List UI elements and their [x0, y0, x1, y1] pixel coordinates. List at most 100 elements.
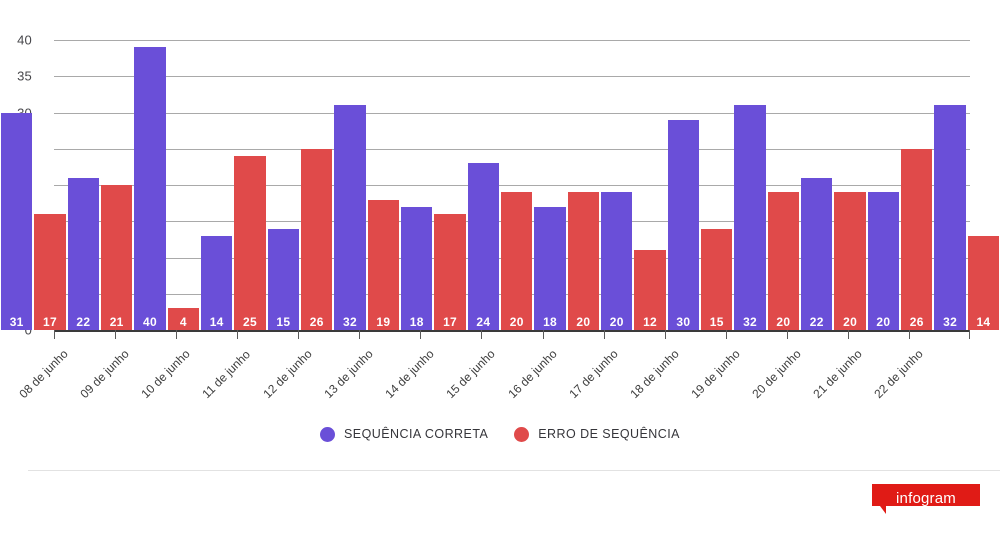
bar[interactable]: 15: [267, 228, 300, 330]
bar-value-label: 12: [643, 315, 658, 329]
x-axis-tick: 12 de junho: [261, 330, 359, 410]
infogram-badge[interactable]: infogram: [872, 484, 980, 514]
bar[interactable]: 15: [701, 228, 733, 330]
bar-value-label: 18: [543, 315, 558, 329]
legend-label: ERRO DE SEQUÊNCIA: [538, 427, 680, 441]
bar-value-label: 20: [776, 315, 791, 329]
bar-value-label: 20: [509, 315, 524, 329]
bar[interactable]: 26: [301, 148, 333, 330]
bar[interactable]: 32: [934, 105, 966, 330]
y-axis-tick-35: 35: [17, 68, 32, 84]
bar-fill: 15: [267, 228, 300, 330]
bar-fill: 17: [434, 214, 466, 330]
x-axis: 08 de junho 09 de junho 10 de junho 11 de j…: [16, 330, 971, 410]
gridline-25: [54, 148, 970, 150]
bar[interactable]: 32: [734, 105, 766, 330]
bar[interactable]: 4: [167, 308, 200, 330]
x-axis-tick: 10 de junho: [139, 330, 237, 410]
bar-value-label: 20: [576, 315, 591, 329]
bar-group: 30 15: [667, 0, 734, 330]
x-axis-line: [54, 330, 970, 332]
x-axis-tick: 08 de junho: [16, 330, 115, 410]
bar[interactable]: 26: [901, 148, 933, 330]
bar[interactable]: 20: [867, 192, 900, 330]
bar-group: 32 14: [933, 0, 1000, 330]
bar-group: 18 20: [533, 0, 600, 330]
legend-item[interactable]: ERRO DE SEQUÊNCIA: [514, 426, 680, 442]
bar[interactable]: 31: [1, 112, 33, 330]
bar[interactable]: 30: [667, 119, 700, 330]
bar-value-label: 25: [243, 315, 257, 329]
bar-value-label: 15: [709, 315, 724, 329]
footer-divider: [28, 470, 1000, 471]
bar-group: 20 26: [867, 0, 934, 330]
bar-value-label: 31: [9, 315, 24, 329]
bar-fill: 4: [167, 308, 200, 330]
bar[interactable]: 18: [534, 206, 566, 330]
bar[interactable]: 17: [34, 214, 66, 330]
chart-plot-area: 4035302520151050 31172221404142515263219…: [1, 0, 1000, 338]
bar-value-label: 20: [876, 315, 891, 329]
bar-fill: 15: [701, 228, 733, 330]
bar-fill: 12: [634, 250, 666, 330]
chart-legend: SEQUÊNCIA CORRETA ERRO DE SEQUÊNCIA: [0, 420, 1000, 448]
bar[interactable]: 14: [967, 235, 1000, 330]
bar-group: 18 17: [400, 0, 467, 330]
x-axis-tick: 11 de junho: [200, 330, 298, 410]
bar-value-label: 20: [843, 315, 858, 329]
bar[interactable]: 20: [567, 192, 600, 330]
bar[interactable]: 14: [201, 235, 233, 330]
bar-value-label: 22: [76, 315, 91, 329]
bar[interactable]: 40: [134, 47, 166, 330]
bar-value-label: 18: [409, 315, 424, 329]
gridline-30: [54, 112, 970, 114]
bar[interactable]: 24: [467, 163, 500, 330]
bar-group: 24 20: [467, 0, 534, 330]
bar[interactable]: 12: [634, 250, 666, 330]
bar[interactable]: 20: [834, 192, 866, 330]
bar-fill: 20: [867, 192, 900, 330]
bar-fill: 25: [234, 156, 266, 330]
bar[interactable]: 21: [101, 185, 133, 330]
bar-value-label: 17: [43, 315, 57, 329]
bar-group: 20 12: [600, 0, 667, 330]
bar-series-container: 31 17 22 21 40 4 14 25 15 26 32 19 18 17 24 20 18 20 20 12 3…: [1, 0, 1000, 330]
y-axis-tick-40: 40: [17, 32, 32, 48]
bar-value-label: 26: [909, 315, 924, 329]
x-axis-tick: 22 de junho: [871, 330, 971, 410]
bar[interactable]: 19: [367, 199, 400, 330]
bar[interactable]: 20: [601, 192, 633, 330]
legend-swatch-icon: [514, 426, 530, 442]
x-axis-tick: 14 de junho: [383, 330, 481, 410]
legend-item[interactable]: SEQUÊNCIA CORRETA: [320, 426, 488, 442]
bar-value-label: 32: [943, 315, 958, 329]
bar[interactable]: 22: [67, 177, 100, 330]
bar-fill: 20: [567, 192, 600, 330]
bar-value-label: 32: [743, 315, 758, 329]
bar-group: 14 25: [200, 0, 267, 330]
bar[interactable]: 25: [234, 156, 266, 330]
bar-value-label: 4: [179, 315, 187, 329]
bar[interactable]: 17: [434, 214, 466, 330]
bar[interactable]: 22: [801, 177, 833, 330]
bar-fill: 18: [534, 206, 566, 330]
bar[interactable]: 20: [501, 192, 533, 330]
bar-fill: 18: [401, 206, 433, 330]
bar-fill: 26: [301, 148, 333, 330]
bar[interactable]: 20: [767, 192, 800, 330]
bar-value-label: 32: [343, 315, 357, 329]
bar-fill: 32: [934, 105, 966, 330]
bar-value-label: 26: [309, 315, 324, 329]
bar-value-label: 40: [143, 315, 157, 329]
x-axis-tick: 19 de junho: [688, 330, 787, 410]
legend-swatch-icon: [320, 426, 336, 442]
bar-value-label: 30: [676, 315, 691, 329]
bar-fill: 20: [767, 192, 800, 330]
gridline-20: [54, 185, 970, 186]
bar[interactable]: 32: [334, 105, 366, 330]
bar[interactable]: 18: [401, 206, 433, 330]
x-axis-tick: 21 de junho: [810, 330, 909, 410]
x-axis-tick: 18 de junho: [627, 330, 726, 410]
bar-fill: 40: [134, 47, 166, 330]
